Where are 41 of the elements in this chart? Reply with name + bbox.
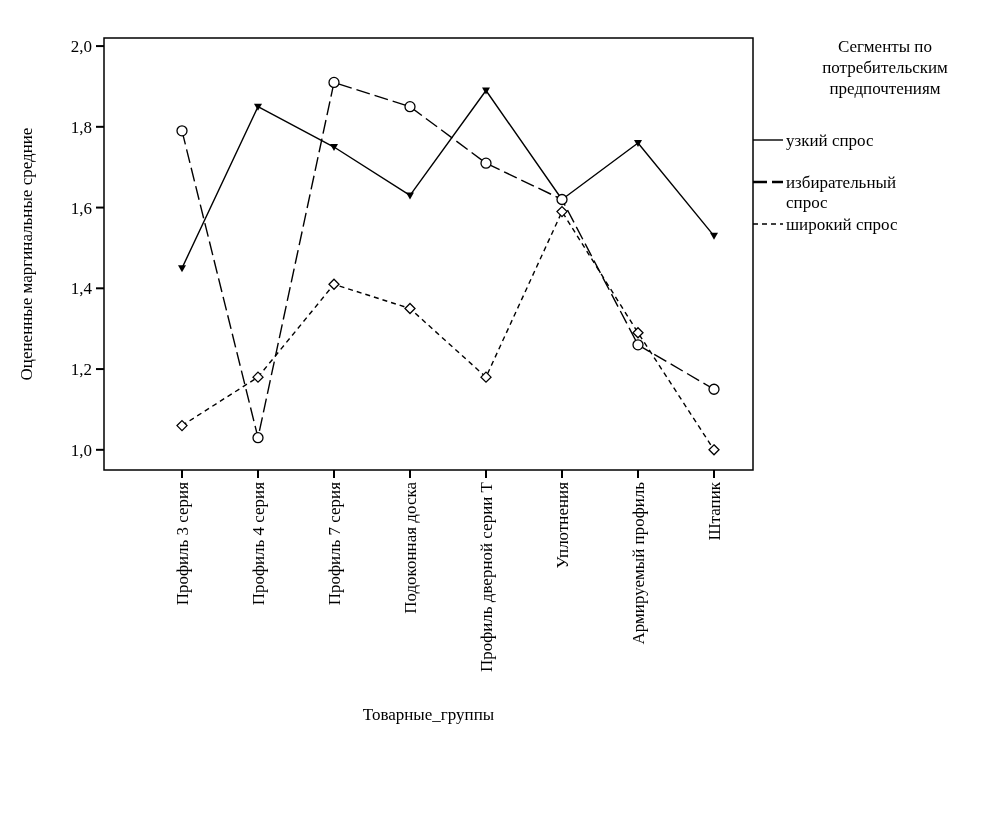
point: [634, 139, 642, 147]
point: [556, 205, 568, 218]
x-tick-label: Профиль дверной серии Т: [477, 481, 496, 673]
y-axis-title: Оцененные маргинальные средние: [17, 127, 36, 381]
point: [330, 144, 338, 152]
point: [632, 327, 644, 339]
point: [252, 432, 264, 444]
y-tick-label: 1,8: [70, 117, 92, 137]
x-tick-label: Подоконная доска: [401, 481, 420, 614]
x-tick-label: Профиль 4 серия: [249, 481, 268, 606]
point: [404, 302, 416, 315]
point: [176, 125, 188, 137]
x-tick-label: Профиль 7 серия: [325, 481, 344, 606]
legend-label: широкий спрос: [786, 214, 898, 234]
x-axis-title: Товарные_группы: [362, 705, 495, 724]
point: [708, 383, 720, 395]
point: [254, 103, 262, 111]
point: [176, 419, 188, 432]
point: [708, 444, 720, 456]
x-tick-label: Штапик: [705, 481, 724, 541]
point: [480, 157, 492, 169]
point: [632, 339, 644, 351]
y-tick-label: 1,0: [70, 440, 92, 460]
point: [480, 371, 492, 383]
y-tick-label: 1,4: [70, 279, 93, 299]
x-tick-label: Профиль 3 серия: [173, 481, 192, 606]
point: [328, 278, 340, 290]
point: [404, 100, 416, 113]
x-tick-label: Уплотнения: [553, 481, 572, 569]
y-tick-label: 1,6: [70, 198, 92, 218]
point: [482, 87, 490, 95]
point: [252, 371, 264, 383]
x-tick-label: Армируемый профиль: [629, 481, 648, 645]
y-tick-label: 1,2: [70, 360, 92, 380]
point: [710, 232, 718, 240]
legend-title: Сегменты по потребительским предпочтениям: [822, 37, 949, 98]
point: [328, 76, 340, 89]
y-tick-label: 2,0: [70, 37, 92, 57]
point: [406, 192, 414, 200]
point: [178, 265, 186, 273]
legend-label: узкий спрос: [786, 130, 874, 150]
